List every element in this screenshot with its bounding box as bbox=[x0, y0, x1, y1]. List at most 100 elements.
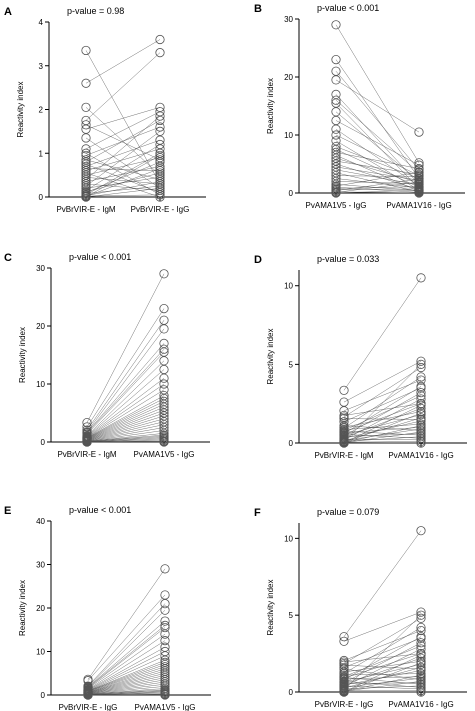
pair-line bbox=[86, 308, 165, 428]
data-point bbox=[416, 687, 426, 697]
pair-line bbox=[85, 177, 161, 185]
data-point bbox=[414, 158, 424, 168]
y-tick-label: 30 bbox=[36, 264, 45, 273]
pair-line bbox=[86, 406, 165, 440]
data-point bbox=[416, 638, 426, 648]
pair-line bbox=[343, 630, 422, 661]
data-point bbox=[331, 54, 341, 65]
data-point bbox=[416, 526, 426, 536]
pair-line bbox=[85, 107, 161, 130]
data-point bbox=[159, 324, 169, 334]
pair-line bbox=[87, 659, 166, 692]
pair-line bbox=[335, 178, 420, 189]
data-point bbox=[416, 416, 426, 426]
pair-line bbox=[343, 664, 422, 683]
pair-line bbox=[343, 417, 422, 442]
pair-line bbox=[85, 153, 161, 196]
data-point bbox=[416, 641, 426, 651]
y-tick-label: 10 bbox=[36, 380, 45, 389]
pair-line bbox=[87, 633, 166, 689]
data-point bbox=[416, 432, 426, 442]
pair-line bbox=[343, 412, 422, 444]
pair-line bbox=[343, 376, 422, 429]
pair-line bbox=[86, 273, 165, 423]
pair-line bbox=[343, 405, 422, 444]
data-point bbox=[416, 650, 426, 660]
data-point bbox=[155, 150, 165, 161]
pair-line bbox=[335, 120, 420, 166]
data-points bbox=[331, 20, 424, 198]
data-point bbox=[155, 148, 165, 158]
data-point bbox=[81, 144, 91, 154]
pair-line bbox=[335, 181, 420, 184]
pair-line bbox=[87, 673, 166, 693]
data-point bbox=[159, 437, 169, 447]
pair-line bbox=[85, 139, 161, 167]
pair-line bbox=[86, 412, 165, 440]
data-point bbox=[155, 177, 165, 187]
pair-line bbox=[86, 427, 165, 442]
pair-line bbox=[87, 679, 166, 694]
data-point bbox=[82, 437, 92, 447]
y-tick-label: 5 bbox=[289, 360, 294, 369]
data-points bbox=[81, 34, 165, 202]
pair-line bbox=[87, 568, 166, 680]
pair-line bbox=[86, 424, 165, 441]
y-tick-label: 1 bbox=[39, 149, 44, 158]
pvalue-label: p-value < 0.001 bbox=[317, 3, 379, 13]
y-tick-label: 20 bbox=[36, 604, 45, 613]
pair-line bbox=[87, 691, 166, 695]
data-point bbox=[416, 372, 426, 382]
y-axis-title: Reactivity index bbox=[18, 580, 27, 636]
data-point bbox=[414, 185, 424, 195]
data-point bbox=[155, 115, 165, 126]
pair-line bbox=[335, 157, 420, 183]
data-point bbox=[414, 188, 424, 198]
pair-line bbox=[87, 670, 166, 693]
y-tick-label: 0 bbox=[41, 438, 46, 447]
data-point bbox=[331, 95, 341, 105]
data-point bbox=[416, 388, 426, 398]
x-category-label: PvBrVIR-E - IgG bbox=[59, 703, 118, 711]
data-point bbox=[81, 133, 91, 143]
x-category-label: PvAMA1V16 - IgG bbox=[388, 700, 453, 709]
pair-line bbox=[335, 152, 420, 169]
pair-line bbox=[343, 654, 422, 693]
panel-letter: C bbox=[4, 252, 12, 264]
pair-line bbox=[335, 100, 420, 173]
pair-line bbox=[335, 146, 420, 179]
data-point bbox=[160, 629, 170, 639]
pair-line bbox=[85, 194, 161, 197]
pair-line bbox=[343, 387, 422, 422]
y-tick-label: 5 bbox=[289, 611, 294, 620]
pair-line bbox=[85, 131, 161, 187]
pair-line bbox=[85, 137, 161, 189]
data-point bbox=[159, 269, 169, 279]
pair-line bbox=[343, 364, 422, 442]
data-point bbox=[416, 273, 426, 283]
y-tick-label: 10 bbox=[284, 131, 293, 140]
pair-line bbox=[86, 437, 165, 442]
panel-letter: E bbox=[4, 505, 11, 517]
pair-line bbox=[85, 120, 161, 163]
y-tick-label: 3 bbox=[39, 62, 44, 71]
data-point bbox=[414, 169, 424, 180]
pvalue-label: p-value = 0.033 bbox=[317, 254, 379, 264]
pair-line bbox=[343, 433, 422, 437]
y-axis-title: Reactivity index bbox=[18, 327, 27, 383]
pair-line bbox=[335, 171, 420, 187]
panel-letter: B bbox=[254, 3, 262, 15]
x-category-label: PvAMA1V16 - IgG bbox=[386, 201, 451, 210]
y-tick-label: 2 bbox=[39, 106, 44, 115]
data-point bbox=[155, 48, 165, 58]
pair-line bbox=[86, 395, 165, 438]
x-category-label: PvBrVIR-E - IgG bbox=[131, 205, 190, 214]
pair-line bbox=[86, 415, 165, 440]
pair-line bbox=[86, 349, 165, 434]
data-point bbox=[416, 625, 426, 636]
data-point bbox=[331, 130, 341, 140]
pair-line bbox=[343, 645, 422, 677]
data-point bbox=[159, 373, 169, 383]
pair-line bbox=[86, 369, 165, 437]
